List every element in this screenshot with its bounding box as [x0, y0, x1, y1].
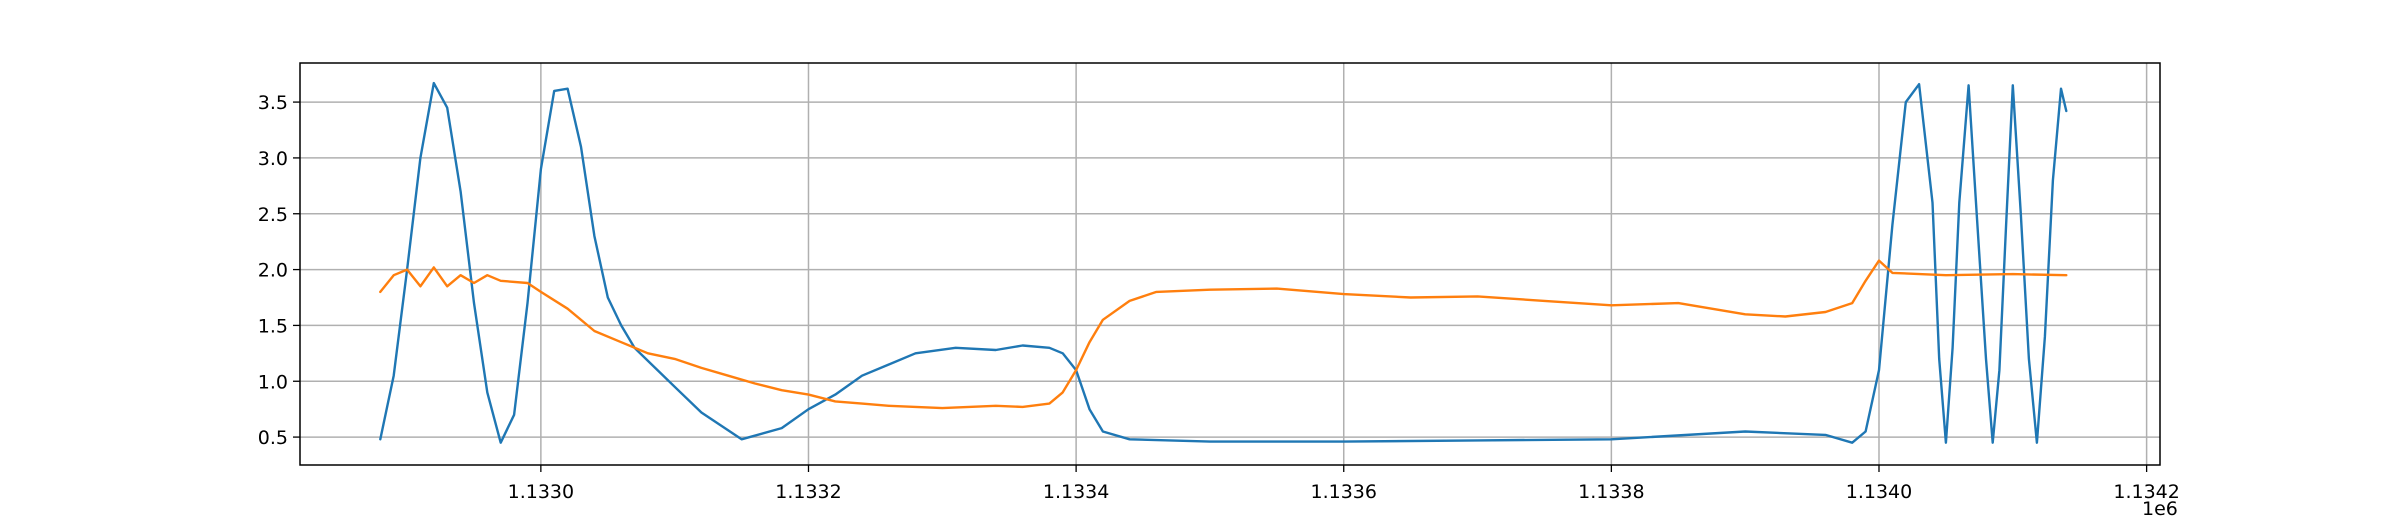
x-tick-label: 1.1332	[775, 481, 841, 503]
y-tick-label: 0.5	[258, 427, 288, 449]
x-tick-label: 1.1334	[1043, 481, 1109, 503]
y-tick-label: 2.0	[258, 260, 288, 282]
x-axis-offset-label: 1e6	[2142, 498, 2178, 520]
y-tick-label: 1.5	[258, 315, 288, 337]
y-tick-label: 3.0	[258, 148, 288, 170]
x-tick-label: 1.1340	[1846, 481, 1912, 503]
x-tick-label: 1.1342	[2113, 481, 2179, 503]
plot-series	[379, 81, 2068, 444]
series-line-1	[379, 81, 2068, 444]
plot-frame	[299, 62, 2161, 466]
x-tick-label: 1.1336	[1310, 481, 1376, 503]
axis-ticks: 1.1330 1.1332 1.1334 1.1336 1.1338 1.1340 1.13…	[258, 92, 2180, 503]
y-tick-label: 3.5	[258, 92, 288, 114]
x-tick-label: 1.1338	[1578, 481, 1644, 503]
y-tick-label: 2.5	[258, 204, 288, 226]
series-line-2	[379, 259, 2068, 410]
x-tick-label: 1.1330	[508, 481, 574, 503]
y-tick-label: 1.0	[258, 371, 288, 393]
grid	[300, 63, 2160, 465]
